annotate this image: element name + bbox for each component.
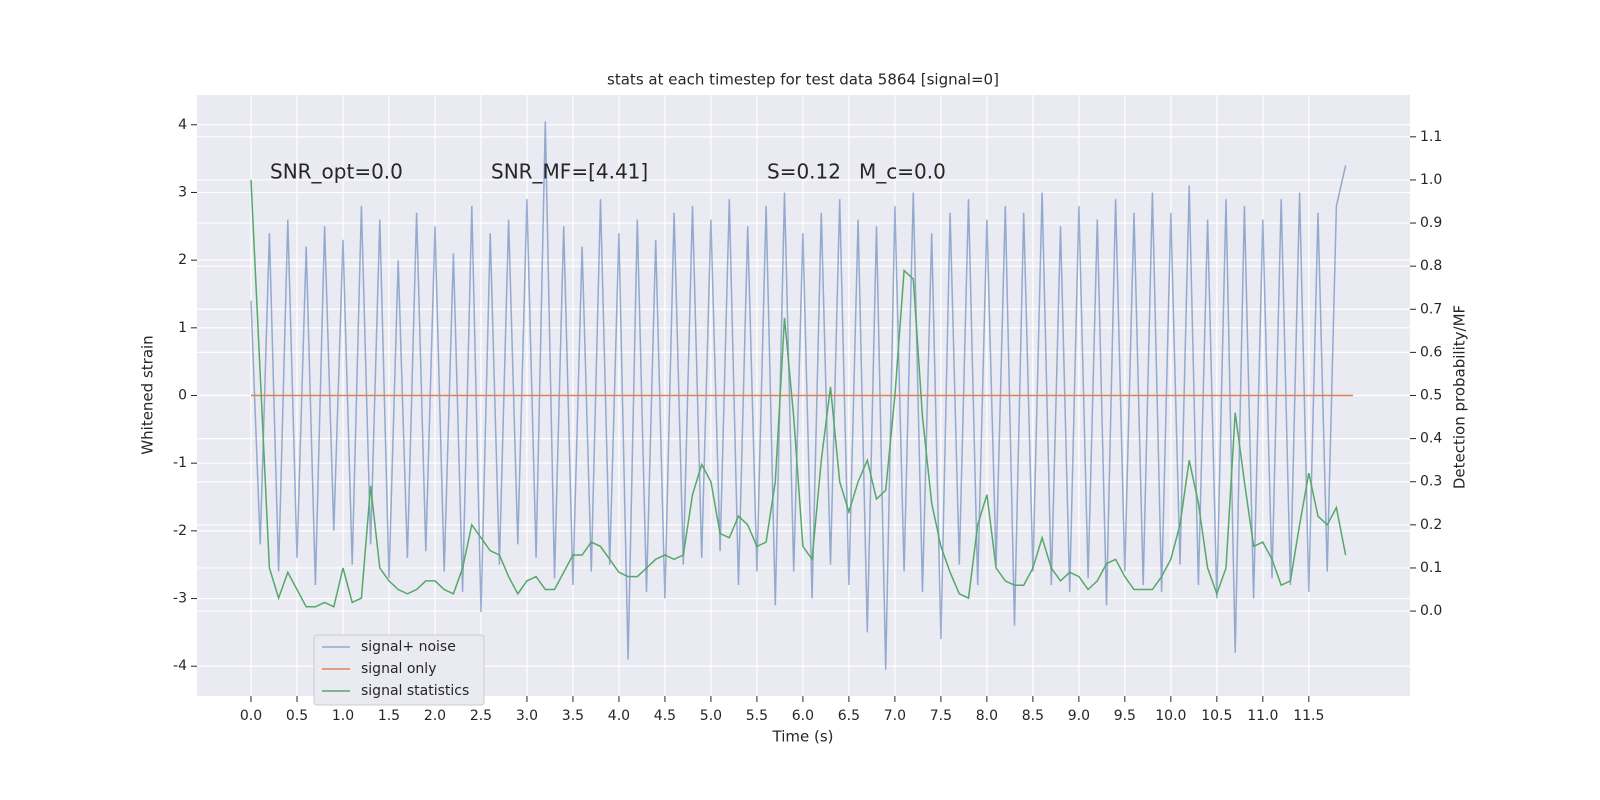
y2-tick-label: 0.2 [1420,517,1442,533]
y2-axis-label: Detection probability/MF [1451,305,1469,489]
x-tick-label: 1.0 [332,708,354,724]
annotation: S=0.12 [767,160,841,184]
y2-tick-label: 0.4 [1420,431,1442,447]
x-tick-label: 4.0 [608,708,630,724]
y2-tick-label: 1.0 [1420,172,1442,188]
x-tick-label: 10.5 [1201,708,1232,724]
annotation: M_c=0.0 [859,160,946,184]
x-tick-label: 0.5 [286,708,308,724]
y-tick-label: -1 [173,455,187,471]
x-tick-label: 0.0 [240,708,262,724]
annotation: SNR_opt=0.0 [270,160,403,184]
x-tick-label: 1.5 [378,708,400,724]
legend-label: signal+ noise [361,639,456,655]
x-axis-label: Time (s) [772,728,834,746]
x-tick-label: 9.0 [1068,708,1090,724]
x-tick-label: 11.5 [1293,708,1324,724]
x-tick-label: 6.5 [838,708,860,724]
x-tick-label: 7.5 [930,708,952,724]
y-tick-label: 2 [178,252,187,268]
y-axis-label: Whitened strain [139,335,157,454]
series-line [250,179,1347,608]
x-tick-label: 8.5 [1022,708,1044,724]
y2-tick-label: 0.5 [1420,388,1442,404]
y-tick-label: 3 [178,184,187,200]
y-tick-label: 1 [178,320,187,336]
y2-tick-label: 0.8 [1420,258,1442,274]
x-tick-label: 4.5 [654,708,676,724]
y2-tick-label: 0.1 [1420,560,1442,576]
series-line [250,121,1347,670]
y2-tick-label: 0.0 [1420,603,1442,619]
x-tick-label: 6.0 [792,708,814,724]
y-tick-label: 4 [178,117,187,133]
y2-tick-label: 0.3 [1420,474,1442,490]
chart-title: stats at each timestep for test data 586… [607,71,999,89]
y2-tick-label: 1.1 [1420,129,1442,145]
legend-label: signal only [361,661,436,677]
x-tick-label: 5.5 [746,708,768,724]
y-tick-label: -4 [173,658,187,674]
x-tick-label: 2.5 [470,708,492,724]
x-tick-label: 9.5 [1114,708,1136,724]
y2-tick-label: 0.7 [1420,301,1442,317]
legend-label: signal statistics [361,683,469,699]
y-tick-label: -3 [173,591,187,607]
x-tick-label: 8.0 [976,708,998,724]
x-tick-label: 7.0 [884,708,906,724]
x-tick-label: 5.0 [700,708,722,724]
x-tick-label: 3.5 [562,708,584,724]
annotation: SNR_MF=[4.41] [491,160,648,184]
y2-tick-label: 0.6 [1420,344,1442,360]
x-tick-label: 3.0 [516,708,538,724]
x-tick-label: 2.0 [424,708,446,724]
x-tick-label: 11.0 [1247,708,1278,724]
x-tick-label: 10.0 [1155,708,1186,724]
y2-tick-label: 0.9 [1420,215,1442,231]
y-tick-label: -2 [173,523,187,539]
legend-box [313,634,485,706]
y-tick-label: 0 [178,388,187,404]
